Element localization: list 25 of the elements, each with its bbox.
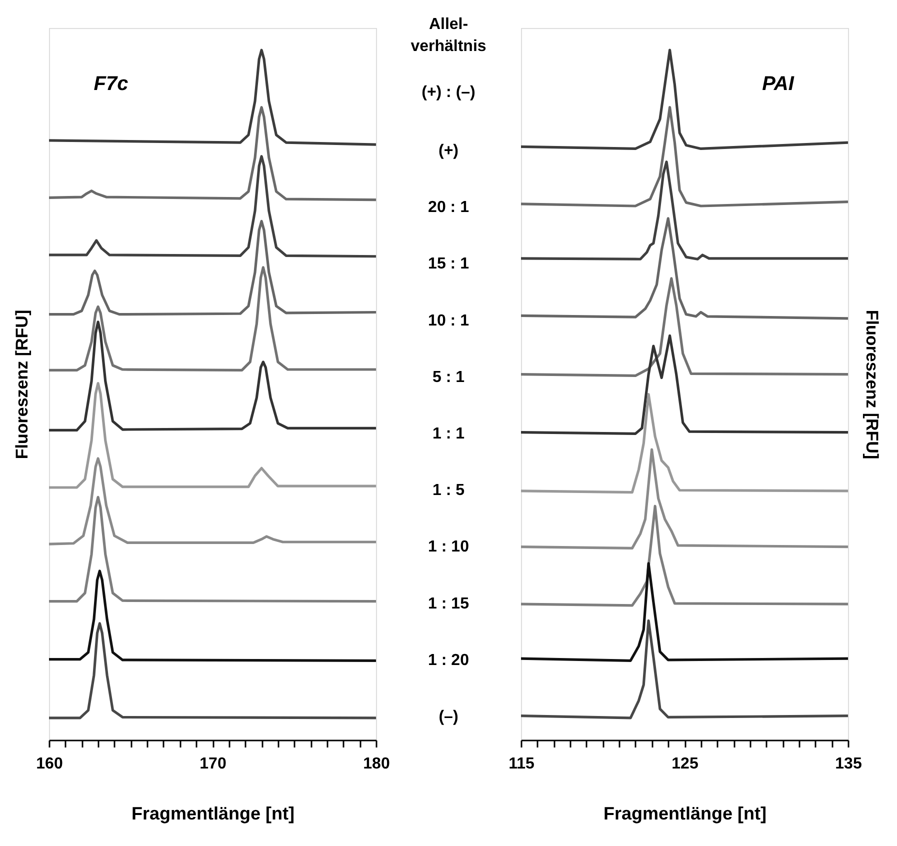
x-tick-label: 115 xyxy=(508,756,535,772)
text: F7c xyxy=(94,73,128,95)
text: 1 : 1 xyxy=(432,425,465,442)
text: 5 : 1 xyxy=(432,368,465,386)
x-tick-label: 170 xyxy=(200,756,226,772)
x-axis-title: Fragmentlänge [nt] xyxy=(131,804,295,824)
x-tick-label: 125 xyxy=(672,756,698,772)
text: 1 : 15 xyxy=(428,595,470,612)
text: 15 : 1 xyxy=(428,256,470,273)
x-tick-label: 160 xyxy=(36,756,63,772)
text: (+) : (–) xyxy=(422,84,476,101)
text: 1 : 10 xyxy=(428,538,470,556)
y2-axis-title: Fluoreszenz [RFU] xyxy=(862,310,882,460)
text: 1 : 20 xyxy=(428,652,470,669)
x-tick-label: 135 xyxy=(835,756,862,772)
text: (–) xyxy=(438,708,458,726)
text: PAI xyxy=(762,73,794,95)
x-tick-label: 180 xyxy=(363,756,390,772)
text: 1 : 5 xyxy=(432,482,465,500)
text: 20 : 1 xyxy=(428,199,470,216)
text: Allel- verhältnis xyxy=(410,16,486,55)
x-axis-title: Fragmentlänge [nt] xyxy=(603,804,767,824)
y-axis-title: Fluoreszenz [RFU] xyxy=(12,310,32,460)
text: 10 : 1 xyxy=(428,312,470,330)
text: (+) xyxy=(438,142,458,160)
